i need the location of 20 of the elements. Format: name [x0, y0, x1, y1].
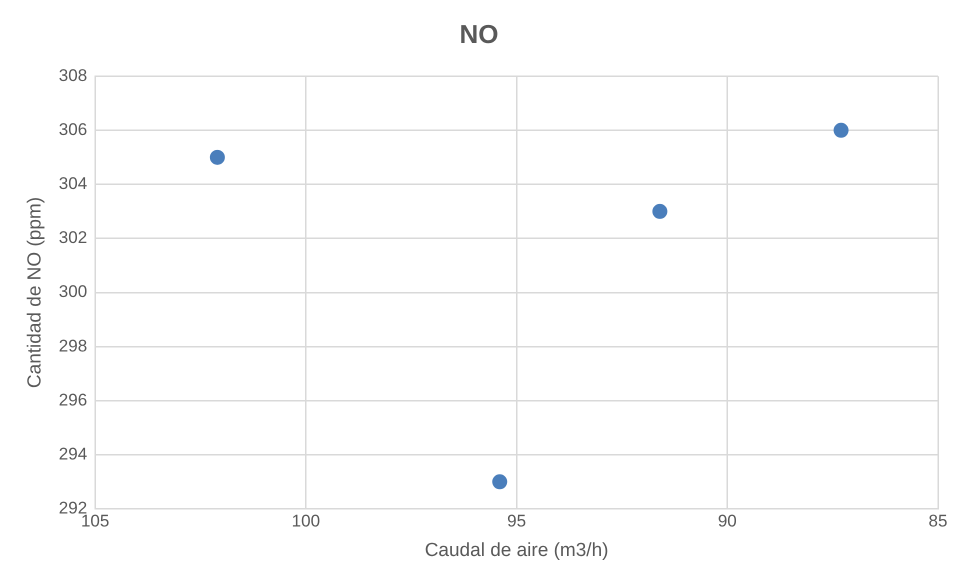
y-tick-label: 306: [58, 120, 88, 139]
y-tick-label: 294: [58, 444, 88, 464]
y-tick-label: 308: [58, 66, 88, 85]
y-axis-title: Cantidad de NO (ppm): [24, 196, 46, 388]
x-tick-label: 105: [80, 512, 110, 531]
x-tick-label: 100: [292, 512, 320, 531]
x-tick-label: 85: [928, 512, 948, 531]
y-tick-label: 302: [58, 228, 88, 248]
y-tick-label: 296: [58, 390, 88, 410]
y-tick-label: 304: [58, 174, 88, 194]
chart-title: NO: [460, 18, 498, 49]
x-axis-title: Caudal de aire (m3/h): [424, 540, 608, 561]
point: [492, 474, 508, 490]
point: [652, 204, 668, 219]
y-tick-label: 298: [58, 336, 88, 356]
point: [210, 150, 225, 165]
x-tick-label: 90: [718, 512, 737, 531]
point: [834, 122, 849, 138]
y-tick-label: 300: [58, 282, 88, 302]
x-tick-label: 95: [507, 512, 526, 531]
